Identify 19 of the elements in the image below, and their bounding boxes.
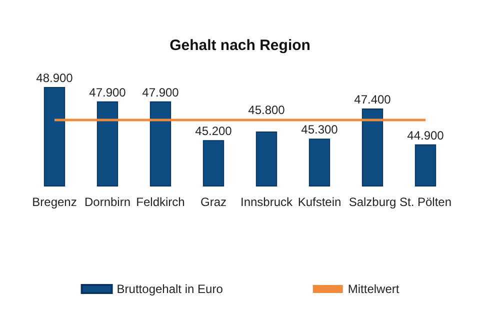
chart-title: Gehalt nach Region — [170, 37, 310, 54]
data-label: 45.800 — [248, 103, 286, 117]
legend-label: Mittelwert — [348, 282, 400, 296]
x-tick-label: St. Pölten — [399, 195, 452, 209]
x-tick-label: Dornbirn — [84, 195, 131, 209]
legend-label: Bruttogehalt in Euro — [116, 282, 224, 296]
data-label: 45.200 — [195, 124, 232, 138]
data-label: 47.400 — [354, 92, 392, 107]
x-tick-label: Innsbruck — [240, 195, 294, 209]
data-label: 47.900 — [142, 85, 180, 100]
x-tick-label: Salzburg — [348, 195, 396, 209]
x-tick-label: Graz — [200, 195, 227, 209]
x-tick-label: Kufstein — [298, 195, 342, 209]
x-tick-label: Bregenz — [32, 195, 77, 209]
data-label: 44.900 — [407, 128, 444, 142]
x-tick-label: Feldkirch — [136, 195, 185, 209]
data-label: 48.900 — [36, 71, 74, 85]
data-label: 47.900 — [89, 85, 126, 100]
data-label: 45.300 — [301, 122, 338, 137]
